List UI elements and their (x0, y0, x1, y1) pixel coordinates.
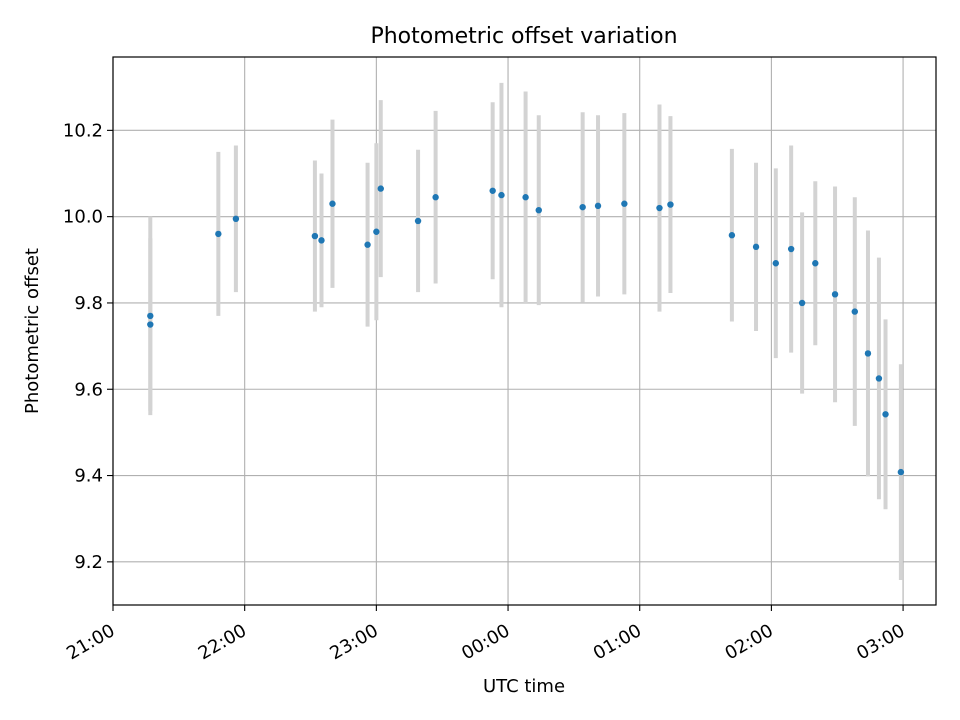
y-tick-label: 10.2 (63, 120, 103, 141)
data-point (318, 237, 325, 244)
y-tick-label: 9.6 (74, 379, 103, 400)
data-point (594, 202, 602, 210)
data-point (812, 260, 819, 267)
data-point (535, 206, 542, 214)
x-tick-label: 22:00 (195, 620, 250, 664)
data-point (215, 230, 222, 238)
y-axis-ticks: 9.2 9.4 9.6 9.8 10.0 10.2 (63, 120, 113, 573)
y-axis-label: Photometric offset (22, 248, 43, 414)
data-point (882, 411, 889, 418)
data-point (875, 375, 883, 382)
chart-title: Photometric offset variation (370, 24, 677, 49)
x-tick-label: 02:00 (721, 620, 776, 664)
data-point (579, 203, 586, 211)
x-tick-label: 00:00 (458, 620, 513, 664)
x-tick-label: 03:00 (853, 620, 908, 664)
x-axis-ticks: 21:00 22:00 23:00 00:00 01:00 02:00 03:00 (63, 605, 909, 664)
y-tick-label: 9.4 (74, 466, 103, 487)
data-point (831, 291, 839, 298)
data-point (864, 350, 872, 357)
data-point (851, 308, 858, 315)
data-point (432, 194, 439, 201)
x-axis-label: UTC time (483, 676, 565, 697)
data-point (377, 185, 384, 192)
x-tick-label: 21:00 (63, 620, 118, 664)
data-point (772, 260, 779, 267)
x-tick-label: 01:00 (590, 620, 645, 664)
data-point (364, 241, 371, 248)
data-point (621, 200, 628, 207)
plot-frame (112, 56, 937, 606)
data-point (897, 468, 905, 476)
data-point (373, 228, 380, 235)
data-point (329, 200, 336, 207)
y-tick-label: 9.8 (74, 293, 103, 314)
data-point (311, 232, 319, 240)
data-points (147, 185, 905, 476)
data-point (787, 245, 795, 253)
data-point (147, 312, 154, 320)
data-point (522, 194, 529, 201)
error-bars (148, 82, 903, 580)
data-point (656, 204, 663, 212)
y-tick-label: 9.2 (74, 552, 103, 573)
x-tick-label: 23:00 (326, 620, 381, 664)
data-point (489, 187, 496, 194)
data-point (498, 191, 505, 199)
data-point (667, 201, 674, 208)
data-point (728, 232, 736, 239)
data-point (798, 299, 806, 307)
data-point (232, 215, 240, 223)
data-point (147, 321, 154, 328)
data-point (414, 217, 422, 225)
data-point (752, 243, 760, 251)
y-tick-label: 10.0 (63, 207, 103, 228)
